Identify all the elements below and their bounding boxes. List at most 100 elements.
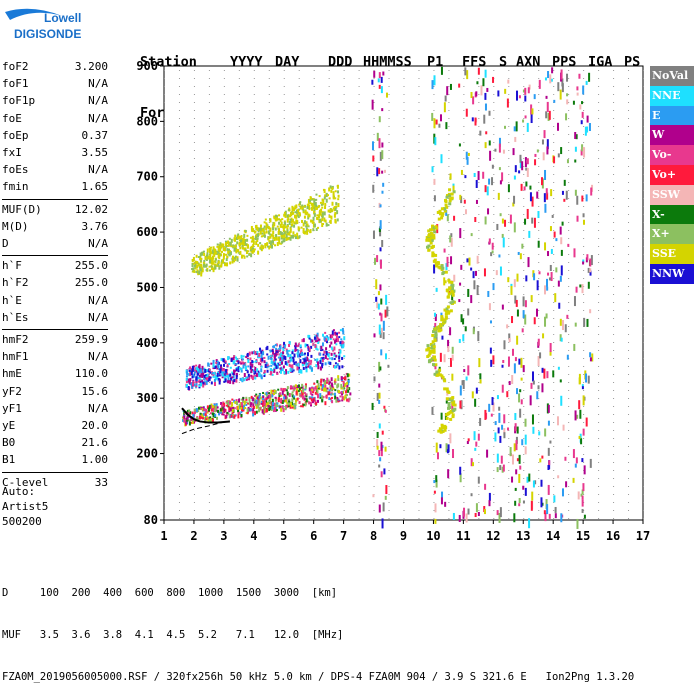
grid-dot	[433, 222, 434, 223]
interference-mark	[499, 144, 501, 153]
grid-dot	[463, 214, 464, 215]
grid-dot	[568, 270, 569, 271]
x-tick-label: 13	[516, 529, 530, 543]
echo-mark	[309, 366, 311, 369]
echo-mark	[223, 364, 225, 367]
interference-mark	[499, 167, 501, 170]
grid-dot	[194, 70, 195, 71]
interference-mark	[482, 172, 484, 179]
grid-dot	[598, 438, 599, 439]
echo-mark	[273, 216, 275, 219]
grid-dot	[239, 86, 240, 87]
grid-dot	[433, 214, 434, 215]
echo-mark	[341, 365, 343, 368]
interference-mark	[513, 148, 515, 155]
echo-mark	[269, 228, 271, 232]
grid-dot	[239, 102, 240, 103]
echo-mark	[314, 213, 316, 217]
interference-mark	[381, 142, 383, 147]
echo-mark	[205, 409, 207, 413]
grid-dot	[404, 446, 405, 447]
grid-dot	[493, 462, 494, 463]
grid-dot	[254, 358, 255, 359]
grid-dot	[508, 462, 509, 463]
grid-dot	[418, 438, 419, 439]
interference-mark	[552, 370, 554, 377]
echo-mark	[229, 261, 231, 264]
interference-mark	[434, 137, 436, 145]
grid-dot	[209, 238, 210, 239]
grid-dot	[553, 486, 554, 487]
grid-dot	[643, 366, 644, 367]
grid-dot	[284, 326, 285, 327]
grid-dot	[284, 246, 285, 247]
grid-dot	[284, 382, 285, 383]
grid-dot	[269, 342, 270, 343]
echo-mark	[259, 242, 261, 244]
grid-dot	[209, 518, 210, 519]
grid-dot	[239, 94, 240, 95]
grid-dot	[179, 246, 180, 247]
grid-dot	[239, 174, 240, 175]
sweep-mark	[447, 296, 450, 299]
grid-dot	[418, 158, 419, 159]
grid-dot	[628, 374, 629, 375]
grid-dot	[389, 438, 390, 439]
grid-dot	[254, 438, 255, 439]
grid-dot	[553, 494, 554, 495]
echo-mark	[290, 368, 292, 372]
grid-dot	[179, 182, 180, 183]
interference-mark	[495, 421, 497, 425]
grid-dot	[568, 446, 569, 447]
grid-dot	[478, 270, 479, 271]
echo-mark	[230, 367, 232, 369]
interference-mark	[478, 171, 480, 180]
grid-dot	[628, 446, 629, 447]
interference-mark	[541, 456, 543, 459]
grid-dot	[254, 182, 255, 183]
grid-dot	[374, 174, 375, 175]
echo-mark	[329, 197, 331, 199]
grid-dot	[284, 486, 285, 487]
echo-mark	[243, 238, 245, 241]
grid-dot	[433, 190, 434, 191]
grid-dot	[538, 142, 539, 143]
grid-dot	[344, 246, 345, 247]
echo-mark	[240, 411, 242, 413]
grid-dot	[389, 422, 390, 423]
echo-mark	[258, 353, 260, 357]
grid-dot	[628, 454, 629, 455]
interference-mark	[485, 70, 487, 78]
grid-dot	[613, 222, 614, 223]
echo-mark	[304, 205, 306, 207]
echo-mark	[196, 408, 198, 412]
interference-mark	[477, 331, 479, 341]
grid-dot	[613, 438, 614, 439]
grid-dot	[389, 494, 390, 495]
grid-dot	[478, 414, 479, 415]
grid-dot	[209, 318, 210, 319]
interference-mark	[489, 303, 491, 310]
echo-mark	[203, 251, 205, 253]
interference-mark	[504, 220, 506, 227]
grid-dot	[374, 462, 375, 463]
grid-dot	[508, 350, 509, 351]
grid-dot	[463, 238, 464, 239]
grid-dot	[299, 446, 300, 447]
grid-dot	[553, 454, 554, 455]
grid-dot	[209, 158, 210, 159]
grid-dot	[598, 142, 599, 143]
echo-mark	[306, 344, 308, 346]
grid-dot	[508, 438, 509, 439]
grid-dot	[329, 486, 330, 487]
grid-dot	[463, 190, 464, 191]
echo-mark	[241, 402, 243, 406]
echo-mark	[216, 417, 218, 420]
echo-mark	[292, 391, 294, 393]
interference-mark	[524, 219, 526, 225]
grid-dot	[493, 430, 494, 431]
grid-dot	[568, 198, 569, 199]
echo-mark	[198, 256, 200, 258]
grid-dot	[359, 318, 360, 319]
grid-dot	[389, 398, 390, 399]
